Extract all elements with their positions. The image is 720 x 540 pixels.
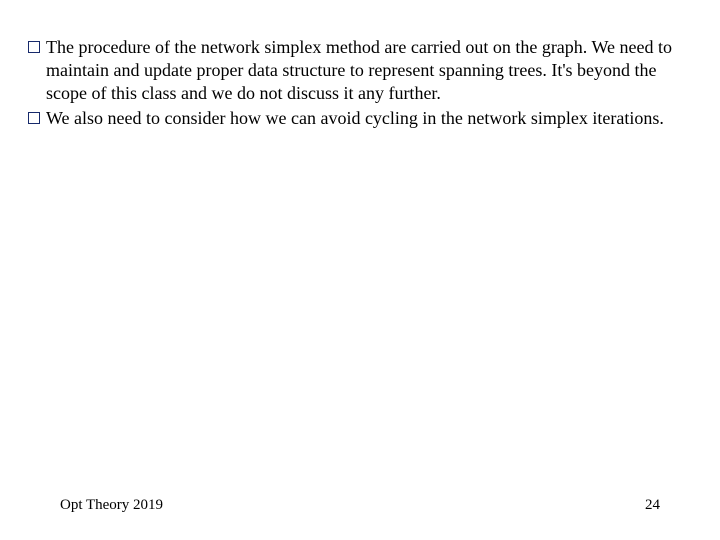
footer-left: Opt Theory 2019 (60, 497, 163, 514)
footer-page-number: 24 (645, 497, 660, 514)
bullet-text: We also need to consider how we can avoi… (46, 107, 692, 130)
bullet-item: We also need to consider how we can avoi… (28, 107, 692, 130)
bullet-item: The procedure of the network simplex met… (28, 36, 692, 105)
square-bullet-icon (28, 112, 40, 124)
content-area: The procedure of the network simplex met… (28, 36, 692, 132)
slide: The procedure of the network simplex met… (0, 0, 720, 540)
square-bullet-icon (28, 41, 40, 53)
bullet-text: The procedure of the network simplex met… (46, 36, 692, 105)
